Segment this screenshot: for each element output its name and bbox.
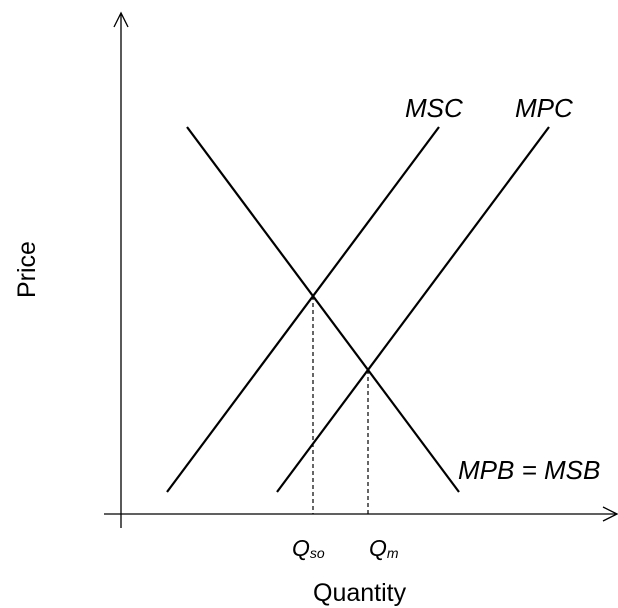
msc-label: MSC — [405, 93, 463, 123]
y-axis-arrowhead — [113, 11, 129, 28]
q-so-main: Q — [292, 535, 310, 561]
msc-curve — [166, 126, 440, 493]
q-so-subscript: so — [310, 545, 325, 561]
x-axis-label: Quantity — [313, 579, 407, 607]
mpc-label: MPC — [515, 93, 573, 123]
mpb-msb-label: MPB = MSB — [458, 455, 600, 485]
y-axis-label: Price — [13, 241, 41, 298]
x-axis-arrowhead — [602, 506, 618, 522]
q-m-label: Qm — [369, 535, 399, 561]
q-so-label: Qso — [292, 535, 325, 561]
mpc-curve — [276, 126, 550, 493]
mpb-msb-curve — [186, 126, 460, 493]
q-m-subscript: m — [387, 545, 399, 561]
q-m-main: Q — [369, 535, 387, 561]
